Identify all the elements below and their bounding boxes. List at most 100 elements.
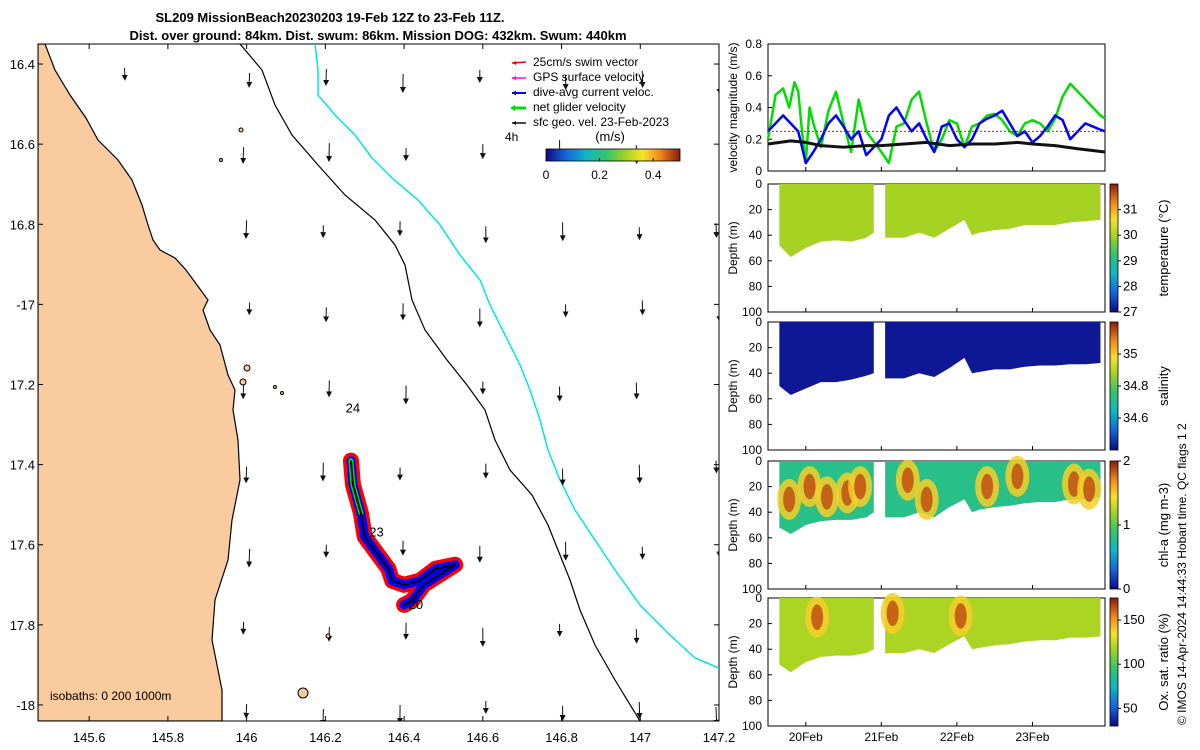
colorbar-label: temperature (°C) <box>1156 200 1171 297</box>
y-tick-label: 40 <box>749 228 763 242</box>
velocity-series-sfc-geo-vel- <box>767 139 1106 154</box>
colorbar-tick-label: 34.8 <box>1123 378 1148 393</box>
legend-label: GPS surface velocity <box>533 70 644 84</box>
y-tick-label: 40 <box>749 366 763 380</box>
depth-ylabel: Depth (m) <box>726 498 740 551</box>
section-fill <box>885 184 1101 238</box>
colorbar-tick-label: 27 <box>1123 304 1137 319</box>
section-hotspot-core <box>920 486 933 513</box>
y-tick-label: 0 <box>755 315 762 329</box>
y-tick-label: 60 <box>749 392 763 406</box>
oxygen-section-panel: 0 20 40 60 80 100 Depth (m) 50 100 150 Ox. sat. ra… <box>726 591 1171 733</box>
section-hotspot-core <box>1083 476 1096 502</box>
y-tick-label: 60 <box>749 531 763 545</box>
y-tick-label: -17 <box>16 297 35 312</box>
sfc-geo-velocity-arrows <box>121 68 719 721</box>
legend-item-gps: GPS surface velocity <box>512 70 644 84</box>
y-tick-label: 0.2 <box>745 132 762 146</box>
section-colorbar <box>1109 183 1119 313</box>
title-line-1: SL209 MissionBeach20230203 19-Feb 12Z to… <box>156 10 505 25</box>
day-labels: 24 23 20 <box>346 401 423 612</box>
small-islands <box>219 127 331 699</box>
section-hotspot-core <box>803 473 816 500</box>
time-tick-label: 20Feb <box>789 730 823 744</box>
section-fill <box>779 184 874 257</box>
time-tick-label: 22Feb <box>940 730 974 744</box>
section-fill <box>779 322 874 395</box>
colorbar-tick-label: 150 <box>1123 612 1145 627</box>
section-hotspot-core <box>954 603 967 629</box>
section-hotspot-core <box>811 604 824 630</box>
y-tick-label: 80 <box>749 693 763 707</box>
colorbar-label: chl-a (mg m-3) <box>1156 483 1171 568</box>
section-hotspot-core <box>1011 463 1024 490</box>
velocity-axes-box <box>767 43 1106 172</box>
section-hotspot-core <box>820 484 833 510</box>
island <box>280 391 284 395</box>
x-tick-label: 145.8 <box>152 730 185 745</box>
x-tick-label: 146.2 <box>309 730 342 745</box>
velocity-ylabel: velocity magnitude (m/s) <box>726 42 740 172</box>
y-tick-label: 100 <box>742 582 762 596</box>
colorbar-tick-label: 2 <box>1123 453 1130 468</box>
island <box>273 385 277 389</box>
x-tick-label: 145.6 <box>73 730 106 745</box>
legend-label: 25cm/s swim vector <box>533 55 638 69</box>
section-hotspot-core <box>854 473 867 500</box>
y-tick-label: 40 <box>749 505 763 519</box>
colorbar-tick-label: 28 <box>1123 278 1137 293</box>
section-colorbar <box>1109 597 1119 727</box>
velocity-series-net-glider-velocity <box>766 80 1106 165</box>
y-tick-label: 17.2 <box>10 378 35 393</box>
legend-label: dive-avg current veloc. <box>533 85 654 99</box>
colorbar-tick-label: 0 <box>1123 581 1130 596</box>
section-fill <box>885 598 1101 654</box>
y-tick-label: 0.8 <box>745 37 762 51</box>
colorbar-title: (m/s) <box>595 129 625 144</box>
y-tick-label: 0 <box>755 177 762 191</box>
day-label: 24 <box>346 401 360 416</box>
day-label: 20 <box>409 597 423 612</box>
y-tick-label: 60 <box>749 254 763 268</box>
temperature-section-panel: 0 20 40 60 80 100 Depth (m) 27 28 29 30 31 temperatu… <box>726 177 1171 319</box>
y-tick-label: 60 <box>749 668 763 682</box>
depth-ylabel: Depth (m) <box>726 635 740 688</box>
y-tick-label: 80 <box>749 556 763 570</box>
coastline-land <box>38 44 241 721</box>
y-tick-label: 0.4 <box>745 101 762 115</box>
depth-ylabel: Depth (m) <box>726 221 740 274</box>
map-legend: 25cm/s swim vector GPS surface velocity … <box>505 55 681 182</box>
colorbar-label: Ox. sat. ratio (%) <box>1156 613 1171 711</box>
y-tick-label: 20 <box>749 203 763 217</box>
y-tick-label: 0 <box>755 591 762 605</box>
y-tick-label: 17.8 <box>10 618 35 633</box>
velocity-colorbar-ticks: 0 0.2 0.4 <box>543 158 662 182</box>
y-tick-label: 40 <box>749 642 763 656</box>
y-tick-label: -18 <box>16 698 35 713</box>
island <box>219 158 223 162</box>
y-tick-label: 17.4 <box>10 458 35 473</box>
map-panel: 24 23 20 145.6 145.8 146 146.2 146.4 146.6 146.8… <box>10 43 735 745</box>
y-tick-label: 16.4 <box>10 57 35 72</box>
isobath-200m <box>239 44 641 721</box>
geo-velocity-arrow <box>713 706 719 721</box>
colorbar-tick-label: 35 <box>1123 346 1137 361</box>
time-tick-label: 21Feb <box>864 730 898 744</box>
colorbar-tick-label: 31 <box>1123 202 1137 217</box>
section-hotspot-core <box>886 600 899 627</box>
x-tick-label: 146.4 <box>388 730 421 745</box>
x-tick-label: 146.6 <box>467 730 500 745</box>
section-fill <box>885 322 1101 379</box>
colorbar-label: salinity <box>1156 366 1171 406</box>
island <box>243 364 251 372</box>
colorbar-tick-label: 29 <box>1123 253 1137 268</box>
isobath-1000m <box>314 44 719 669</box>
title-line-2: Dist. over ground: 84km. Dist. swum: 86k… <box>129 28 626 43</box>
geo-velocity-arrow <box>240 147 247 164</box>
isobath-legend: isobaths: 0 200 1000m <box>50 689 171 703</box>
legend-label: net glider velocity <box>533 100 626 114</box>
island <box>325 633 331 639</box>
legend-item-geo: sfc geo. vel. 23-Feb-2023 <box>512 115 669 129</box>
y-tick-label: 16.6 <box>10 137 35 152</box>
